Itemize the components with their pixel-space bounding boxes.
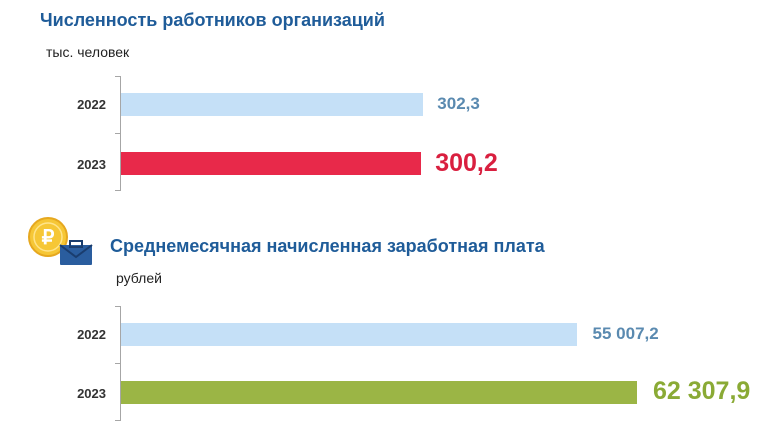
chart2-value-label: 55 007,2 [592, 324, 659, 343]
chart2-bar-2023 [121, 381, 637, 404]
chart2-value-label: 62 307,9 [653, 377, 751, 405]
ruble-coin-envelope-icon: ₽ [28, 217, 93, 265]
chart2-title: Среднемесячная начисленная заработная пл… [110, 236, 545, 256]
chart1-value-label: 302,3 [437, 94, 480, 113]
chart1-axis-tick [115, 76, 121, 77]
chart1-category-label: 2023 [77, 157, 106, 172]
chart2-axis-tick [115, 420, 121, 421]
chart2-axis-tick [115, 363, 121, 364]
chart2-axis-tick [115, 306, 121, 307]
chart2-category-label: 2022 [77, 327, 106, 342]
svg-text:₽: ₽ [42, 227, 55, 249]
chart2-category-label: 2023 [77, 386, 106, 401]
chart1-bar-2022 [121, 93, 424, 116]
chart1-value-label: 300,2 [435, 149, 498, 177]
chart1-axis-tick [115, 190, 121, 191]
chart1-title: Численность работников организаций [40, 10, 385, 30]
chart1-category-label: 2022 [77, 97, 106, 112]
chart1-unit-label: тыс. человек [46, 44, 130, 60]
chart2-unit-label: рублей [116, 270, 162, 286]
chart1-bar-2023 [121, 152, 422, 175]
chart1-axis-tick [115, 133, 121, 134]
chart2-bar-2022 [121, 323, 577, 346]
